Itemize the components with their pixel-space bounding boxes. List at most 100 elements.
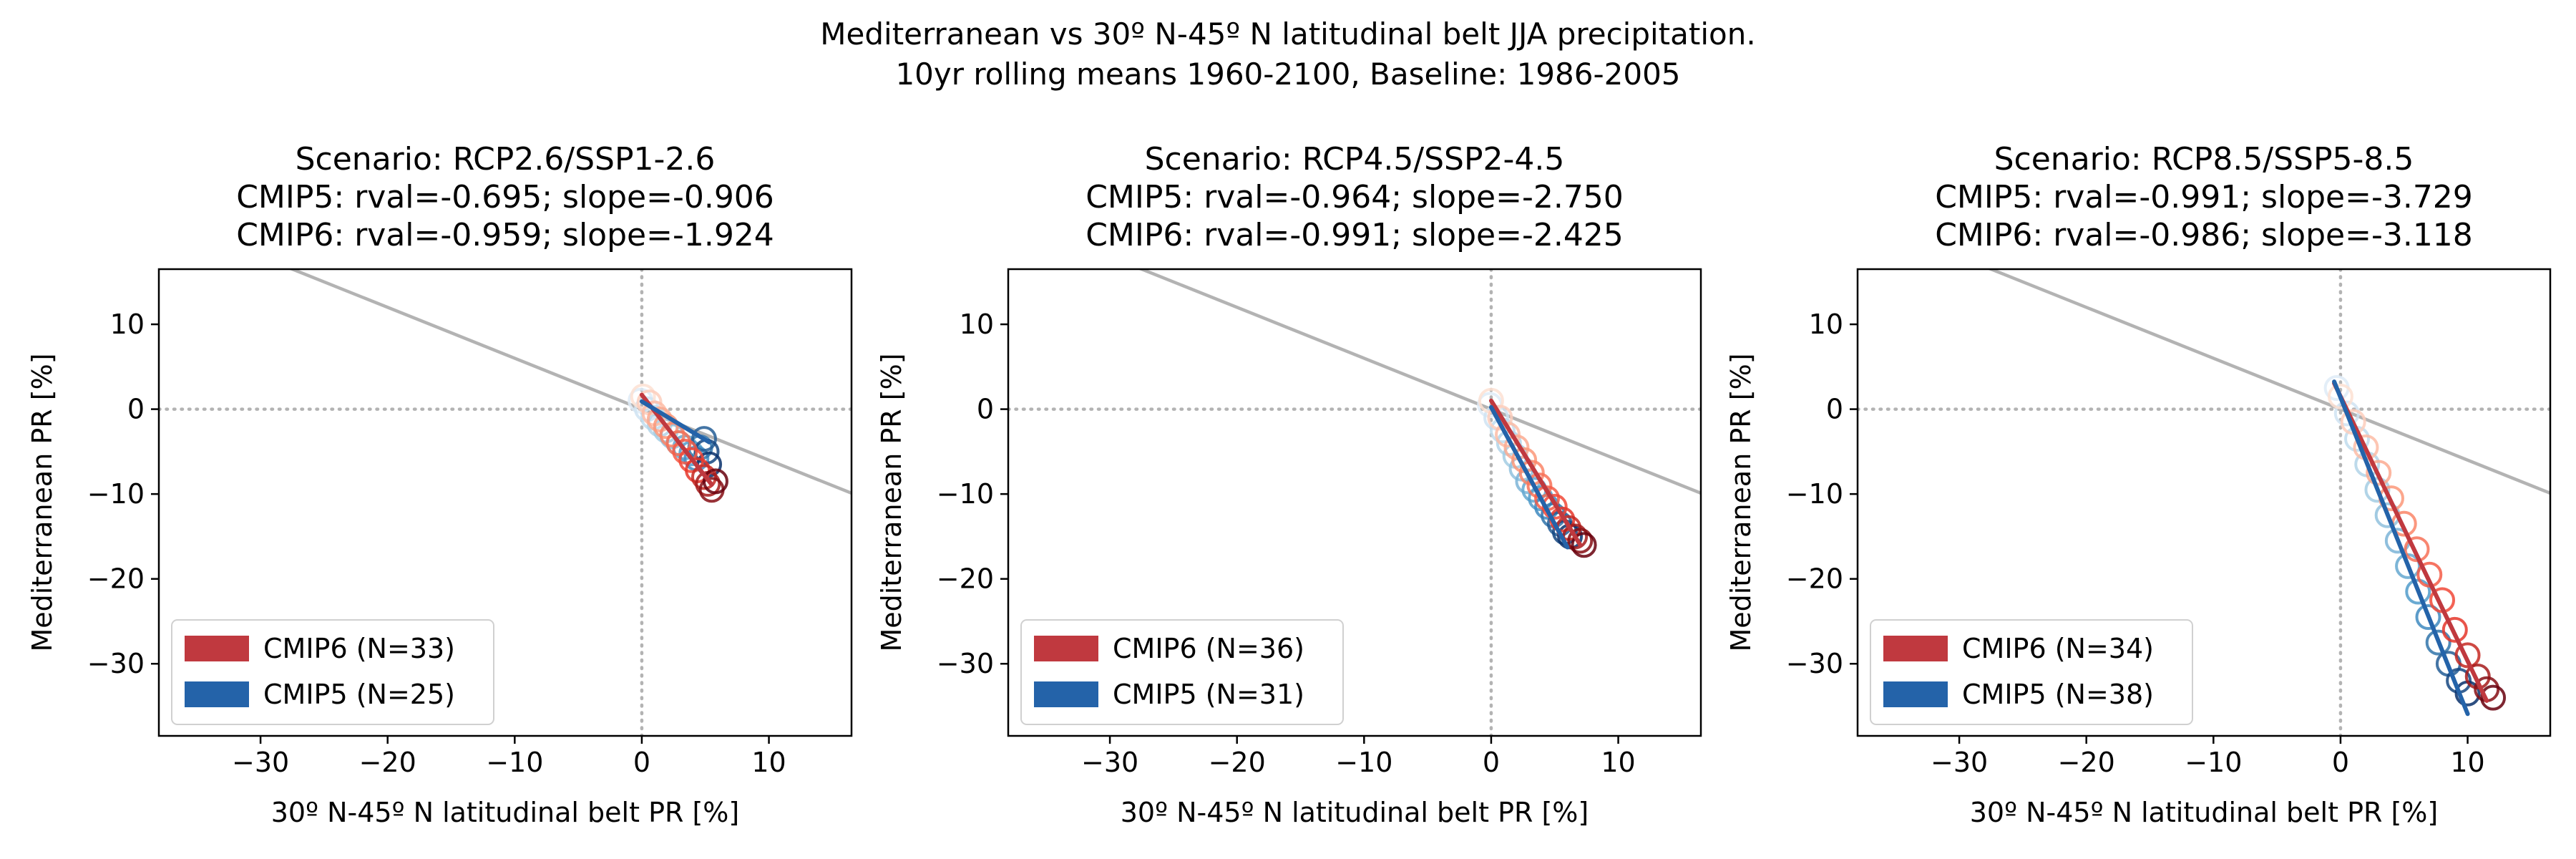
- legend-box: [1870, 619, 2193, 725]
- plot-area: [1858, 269, 2550, 736]
- legend-label: CMIP5 (N=31): [1113, 679, 1304, 710]
- figure-suptitle-line-1: Mediterranean vs 30º N-45º N latitudinal…: [820, 16, 1755, 52]
- scatter-point-cmip5: [628, 387, 654, 414]
- panel-title-line-3: CMIP6: rval=-0.959; slope=-1.924: [236, 217, 774, 253]
- legend-swatch: [1034, 681, 1098, 707]
- y-tick-label: −20: [1786, 563, 1843, 595]
- reference-line: [1986, 269, 2550, 495]
- legend-label: CMIP6 (N=33): [263, 633, 455, 664]
- x-tick-label: −30: [1931, 747, 1988, 778]
- x-axis-label: 30º N-45º N latitudinal belt PR [%]: [271, 797, 739, 828]
- scatter-point-cmip5: [2415, 604, 2441, 631]
- y-axis-label: Mediterranean PR [%]: [26, 353, 58, 651]
- x-axis-label: 30º N-45º N latitudinal belt PR [%]: [1970, 797, 2438, 828]
- x-tick-label: 10: [2450, 747, 2484, 778]
- fit-line-cmip6: [1488, 398, 1583, 547]
- x-axis-label: 30º N-45º N latitudinal belt PR [%]: [1121, 797, 1589, 828]
- x-tick-label: −30: [1081, 747, 1138, 778]
- panel-title-line-1: Scenario: RCP2.6/SSP1-2.6: [296, 141, 716, 178]
- y-tick-label: 10: [110, 309, 145, 340]
- fit-line-cmip5: [639, 399, 712, 445]
- y-tick-label: −20: [937, 563, 994, 595]
- x-tick-label: −10: [1335, 747, 1392, 778]
- reference-line: [288, 269, 852, 495]
- scatter-point-cmip6: [2366, 460, 2392, 486]
- x-tick-label: 10: [1601, 747, 1635, 778]
- figure-suptitle-line-2: 10yr rolling means 1960-2100, Baseline: …: [895, 57, 1680, 92]
- legend-label: CMIP6 (N=36): [1113, 633, 1304, 664]
- x-tick-label: 10: [751, 747, 786, 778]
- y-tick-label: 10: [1809, 309, 1843, 340]
- scatter-point-cmip5: [691, 426, 717, 452]
- scatter-point-cmip6: [2404, 536, 2430, 563]
- panel-title-line-1: Scenario: RCP8.5/SSP5-8.5: [1994, 141, 2414, 178]
- axes-frame: [1856, 268, 2552, 737]
- legend-box: [1020, 619, 1344, 725]
- x-tick-label: −10: [2185, 747, 2242, 778]
- scatter-point-cmip6: [659, 422, 686, 448]
- x-tick-label: −30: [232, 747, 289, 778]
- scatter-point-cmip6: [1503, 434, 1530, 460]
- plot-area: [1008, 269, 1701, 736]
- series-cmip6: [2327, 383, 2507, 711]
- legend-swatch: [1034, 636, 1098, 661]
- y-tick-label: −10: [937, 478, 994, 510]
- panel-title-line-1: Scenario: RCP4.5/SSP2-4.5: [1145, 141, 1565, 178]
- legend-label: CMIP6 (N=34): [1962, 633, 2154, 664]
- axes-frame: [1007, 268, 1702, 737]
- y-axis-label: Mediterranean PR [%]: [876, 353, 907, 651]
- scatter-point-cmip5: [2364, 477, 2391, 503]
- fit-line-cmip5: [1488, 404, 1570, 550]
- x-tick-label: −10: [486, 747, 543, 778]
- legend-swatch: [185, 681, 249, 707]
- y-tick-label: 0: [977, 394, 994, 425]
- y-tick-label: −30: [87, 648, 145, 679]
- panel-title-line-3: CMIP6: rval=-0.986; slope=-3.118: [1935, 217, 2473, 253]
- scatter-point-cmip5: [2333, 400, 2360, 427]
- plot-area: [159, 269, 852, 736]
- y-tick-label: −10: [87, 478, 145, 510]
- scatter-point-cmip6: [1571, 532, 1597, 558]
- panel-title-line-2: CMIP5: rval=-0.991; slope=-3.729: [1935, 179, 2473, 215]
- axes-frame: [157, 268, 853, 737]
- legend-swatch: [1883, 636, 1948, 661]
- y-tick-label: 0: [1826, 394, 1843, 425]
- legend-label: CMIP5 (N=38): [1962, 679, 2154, 710]
- panel-title-line-2: CMIP5: rval=-0.964; slope=-2.750: [1085, 179, 1624, 215]
- y-tick-label: 10: [960, 309, 994, 340]
- series-cmip6: [630, 383, 728, 503]
- scatter-point-cmip6: [2327, 383, 2353, 409]
- scatter-point-cmip6: [672, 438, 698, 465]
- legend-swatch: [1883, 681, 1948, 707]
- scatter-point-cmip5: [2425, 629, 2451, 656]
- scatter-point-cmip6: [1487, 404, 1513, 431]
- y-tick-label: −30: [937, 648, 994, 679]
- fit-line-cmip5: [2332, 379, 2470, 717]
- scatter-point-cmip6: [2480, 684, 2507, 711]
- scatter-point-cmip6: [702, 468, 728, 495]
- panel-title-line-3: CMIP6: rval=-0.991; slope=-2.425: [1085, 217, 1624, 253]
- fit-line-cmip6: [2332, 381, 2489, 703]
- y-tick-label: −10: [1786, 478, 1843, 510]
- legend-box: [171, 619, 494, 725]
- legend-swatch: [185, 636, 249, 661]
- x-tick-label: −20: [2058, 747, 2115, 778]
- x-tick-label: −20: [1209, 747, 1266, 778]
- x-tick-label: 0: [2332, 747, 2349, 778]
- x-tick-label: −20: [359, 747, 416, 778]
- scatter-point-cmip6: [1495, 422, 1521, 448]
- legend-label: CMIP5 (N=25): [263, 679, 455, 710]
- scatter-point-cmip6: [665, 430, 692, 457]
- scatter-point-cmip6: [2441, 616, 2468, 643]
- y-tick-label: −30: [1786, 648, 1843, 679]
- scatter-point-cmip6: [1567, 528, 1594, 554]
- scatter-point-cmip6: [2464, 664, 2491, 690]
- x-tick-label: 0: [633, 747, 650, 778]
- panel-title-line-2: CMIP5: rval=-0.695; slope=-0.906: [236, 179, 774, 215]
- reference-line: [1137, 269, 1701, 495]
